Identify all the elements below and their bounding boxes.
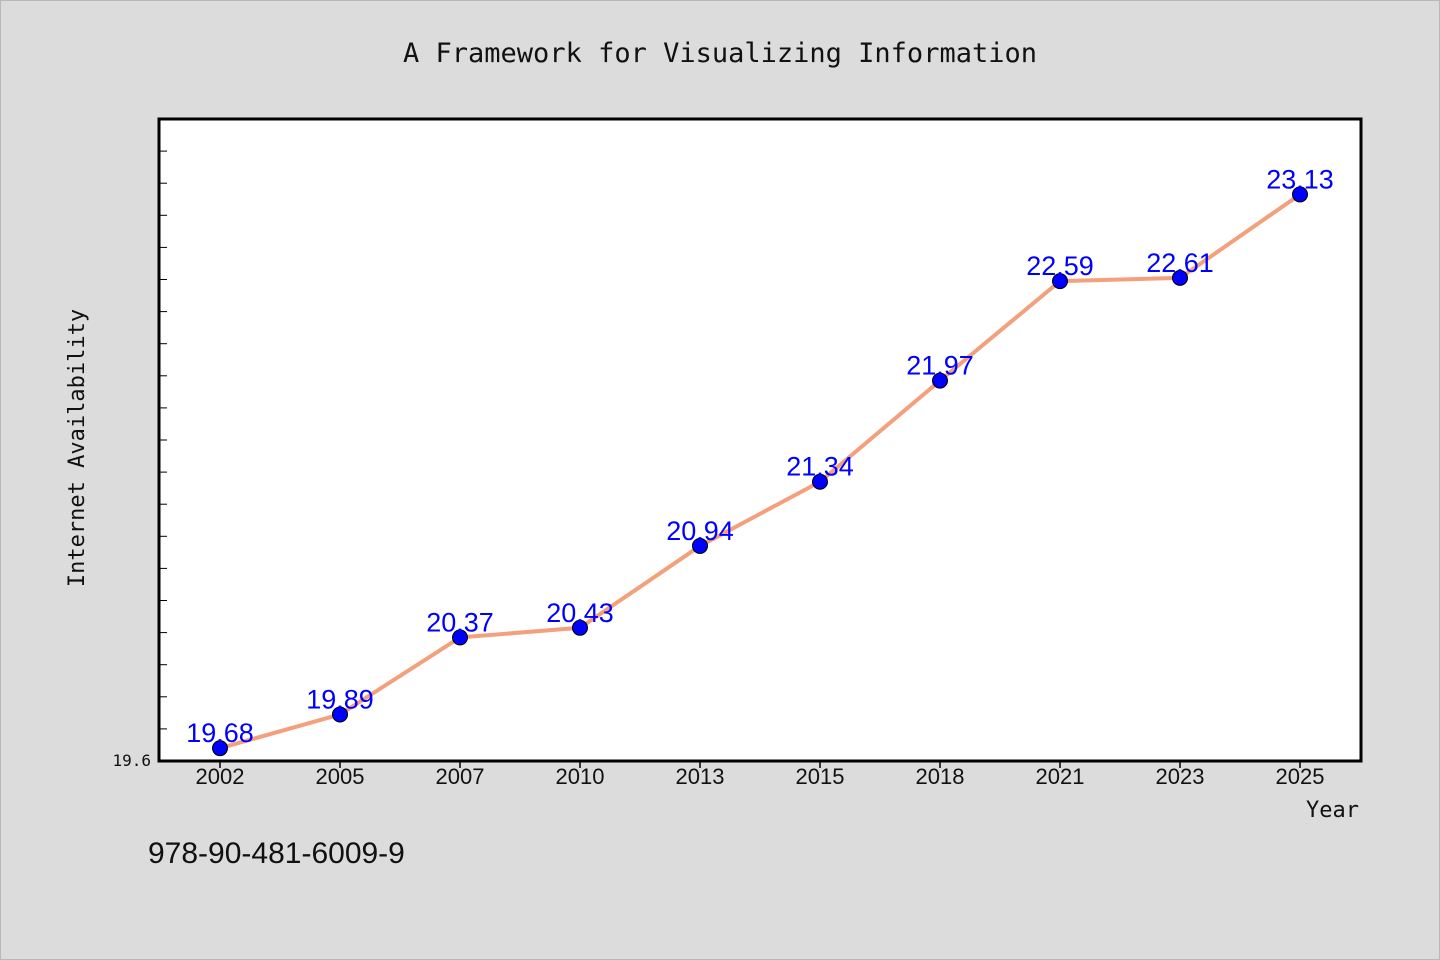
x-tick-label: 2005 — [316, 764, 365, 789]
data-point — [332, 706, 348, 723]
data-point — [212, 740, 228, 757]
data-label: 23.13 — [1266, 164, 1334, 194]
data-label: 22.59 — [1026, 251, 1094, 281]
data-label: 22.61 — [1146, 248, 1214, 278]
isbn-text: 978-90-481-6009-9 — [148, 837, 405, 870]
series-line — [218, 192, 1302, 751]
data-point — [1292, 186, 1308, 203]
x-tick-label: 2021 — [1036, 764, 1085, 789]
y-tick-label: 19.6 — [112, 751, 151, 770]
data-label: 19.68 — [186, 718, 254, 748]
y-axis-ticks: 19.6 — [112, 150, 167, 770]
x-tick-label: 2007 — [436, 764, 485, 789]
x-tick-label: 2010 — [556, 764, 605, 789]
data-label: 21.97 — [906, 351, 974, 381]
x-axis-label: Year — [1306, 798, 1359, 823]
plot-area — [157, 117, 1363, 763]
data-point — [812, 473, 828, 490]
data-point — [932, 372, 948, 389]
data-series: 19.68 19.89 20.37 20.43 20.94 21.34 21.97 22.59… — [186, 164, 1334, 757]
x-tick-label: 2013 — [676, 764, 725, 789]
data-point — [692, 537, 708, 554]
y-axis-label: Internet Availability — [65, 309, 90, 587]
chart-title: A Framework for Visualizing Information — [403, 38, 1037, 69]
data-point — [452, 629, 468, 646]
data-label: 20.37 — [426, 607, 494, 637]
x-tick-label: 2018 — [916, 764, 965, 789]
x-tick-label: 2002 — [196, 764, 245, 789]
data-point — [1172, 269, 1188, 286]
x-axis-ticks: 2002 2005 2007 2010 2013 2015 2018 2021 2023 2025 — [196, 761, 1325, 789]
data-label: 20.94 — [666, 516, 734, 546]
data-label: 20.43 — [546, 598, 614, 628]
x-tick-label: 2025 — [1276, 764, 1325, 789]
data-point — [572, 619, 588, 636]
x-tick-label: 2015 — [796, 764, 845, 789]
data-label: 21.34 — [786, 452, 854, 482]
x-tick-label: 2023 — [1156, 764, 1205, 789]
data-label: 19.89 — [306, 684, 374, 714]
data-point — [1052, 273, 1068, 290]
